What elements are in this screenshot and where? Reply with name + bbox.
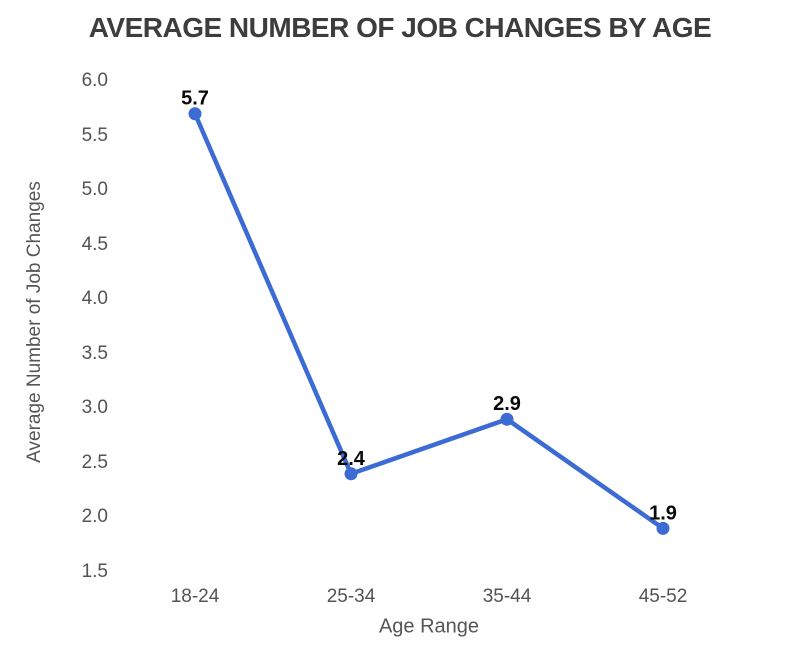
point-label-18-24: 5.7: [181, 88, 209, 110]
x-tick-label: 45-52: [638, 586, 688, 607]
y-tick-label: 2.0: [81, 506, 108, 528]
data-point-45-52: [656, 521, 670, 535]
data-point-18-24: [188, 107, 202, 121]
point-label-25-34: 2.4: [337, 448, 366, 470]
y-tick-label: 1.5: [81, 561, 108, 582]
x-axis-title: Age Range: [378, 615, 480, 638]
point-label-35-44: 2.9: [493, 393, 521, 415]
y-tick-label: 4.0: [81, 288, 108, 310]
data-point-25-34: [344, 467, 358, 481]
y-tick-label: 5.5: [81, 124, 108, 146]
x-tick-label: 18-24: [170, 586, 220, 607]
y-tick-label: 4.5: [81, 233, 108, 255]
x-tick-label: 35-44: [482, 586, 532, 607]
y-tick-label: 5.0: [81, 179, 108, 201]
chart-title: AVERAGE NUMBER OF JOB CHANGES BY AGE: [88, 12, 712, 43]
point-label-45-52: 1.9: [649, 502, 677, 524]
y-tick-label: 6.0: [81, 70, 108, 91]
y-tick-label: 2.5: [81, 451, 108, 473]
x-tick-label: 25-34: [326, 586, 376, 607]
y-tick-label: 3.0: [81, 397, 108, 419]
data-line: [192, 111, 666, 531]
data-point-35-44: [500, 412, 514, 426]
y-tick-label: 3.5: [81, 342, 108, 364]
